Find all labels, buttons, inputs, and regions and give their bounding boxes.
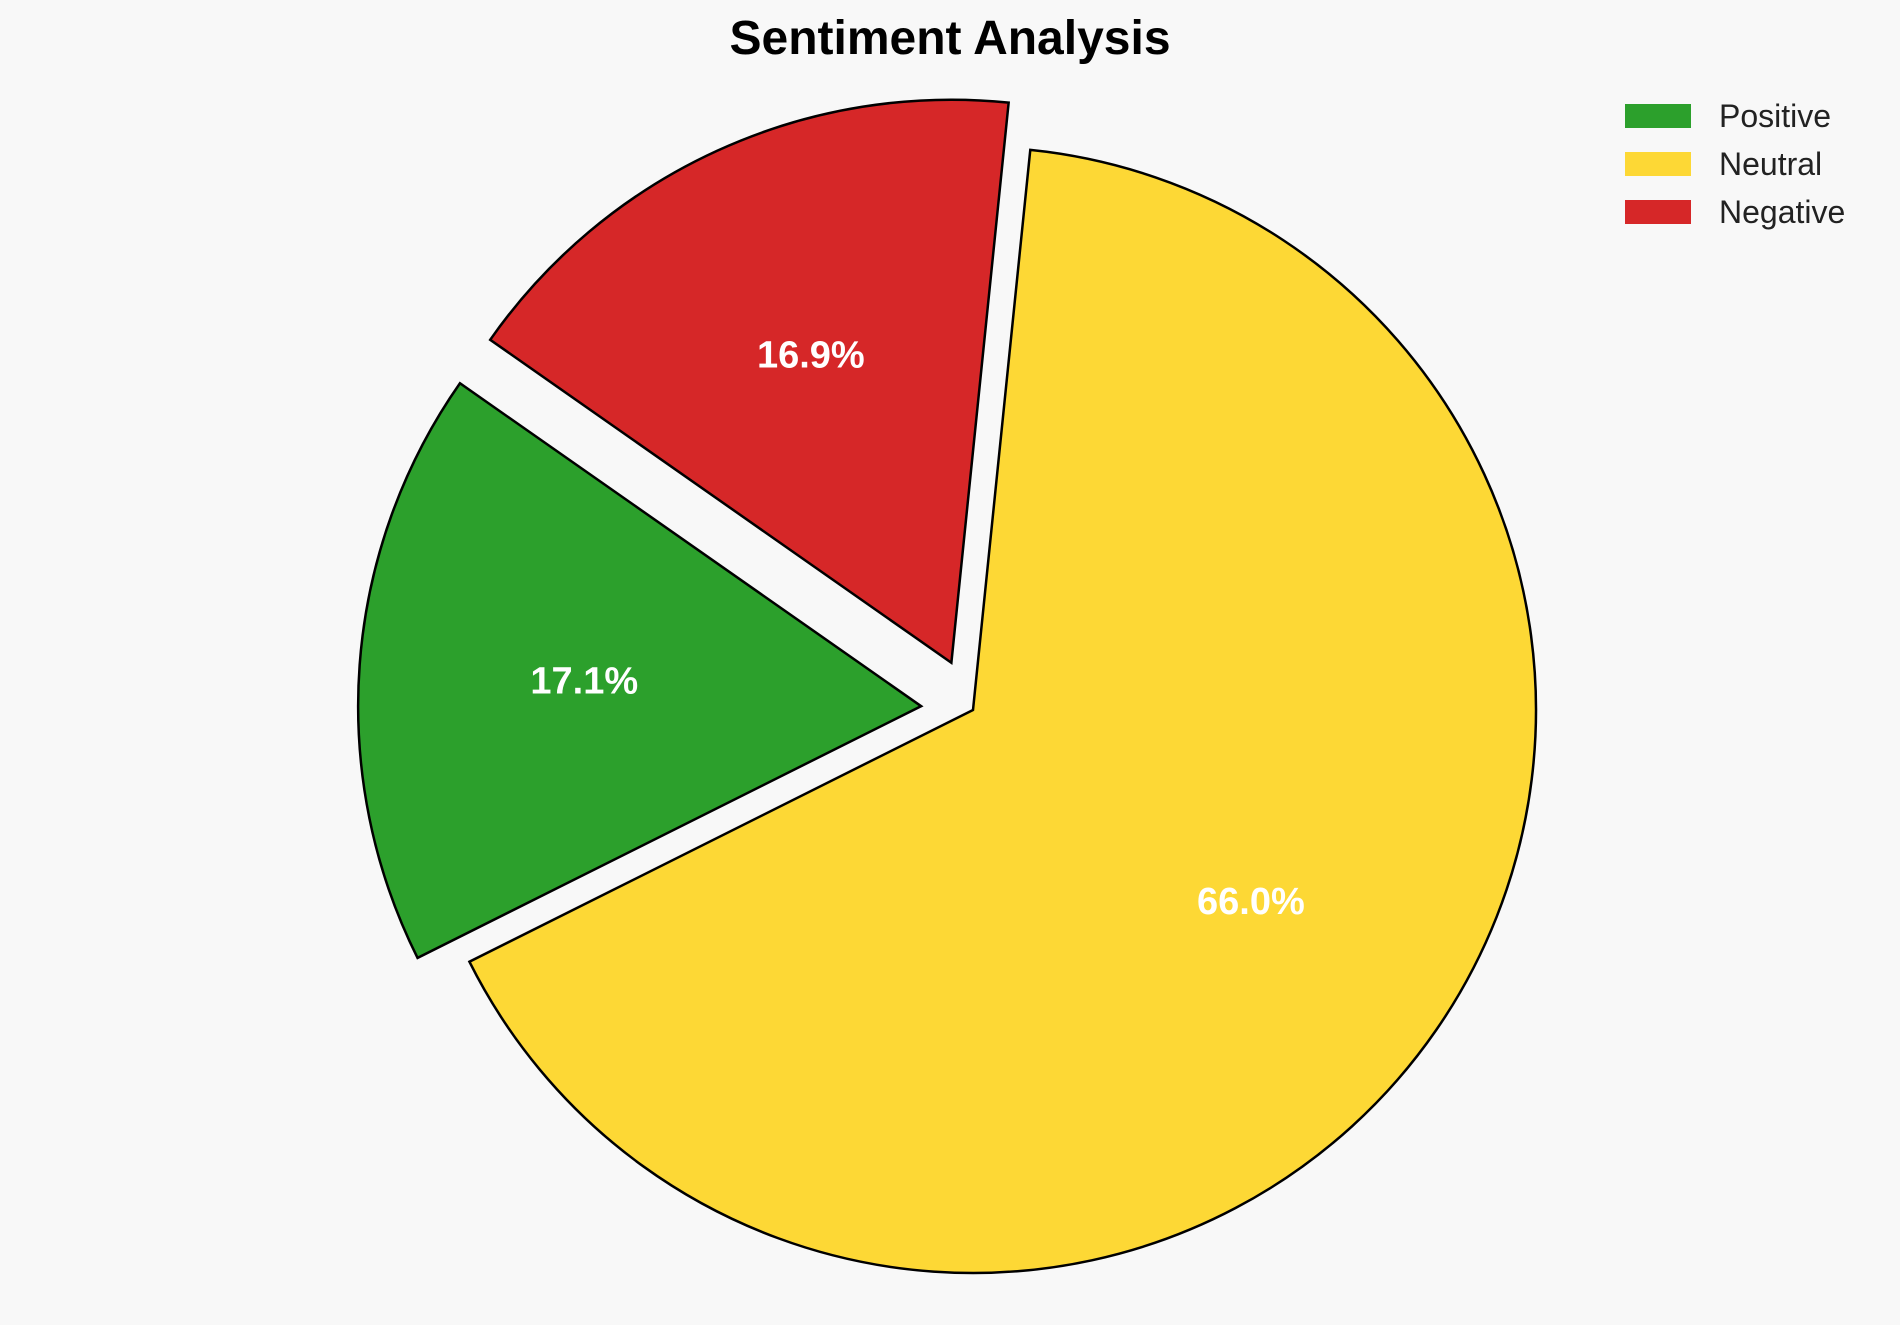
pie-slice-neutral	[467, 148, 1538, 1275]
legend-label-neutral: Neutral	[1719, 146, 1822, 182]
legend-swatch-neutral	[1625, 152, 1691, 176]
legend-label-positive: Positive	[1719, 98, 1831, 134]
slice-label-positive: 17.1%	[530, 660, 638, 702]
legend-label-negative: Negative	[1719, 194, 1845, 230]
percent-labels: 17.1% 66.0% 16.9%	[530, 335, 1304, 923]
slice-label-negative: 16.9%	[757, 335, 865, 377]
legend: Positive Neutral Negative	[1625, 98, 1845, 230]
pie-slice-negative	[488, 98, 1011, 665]
pie-slices	[356, 98, 1538, 1275]
pie-slice-positive	[356, 381, 924, 960]
legend-swatch-negative	[1625, 200, 1691, 224]
chart-title: Sentiment Analysis	[729, 12, 1170, 65]
slice-label-neutral: 66.0%	[1197, 881, 1305, 923]
legend-swatch-positive	[1625, 104, 1691, 128]
